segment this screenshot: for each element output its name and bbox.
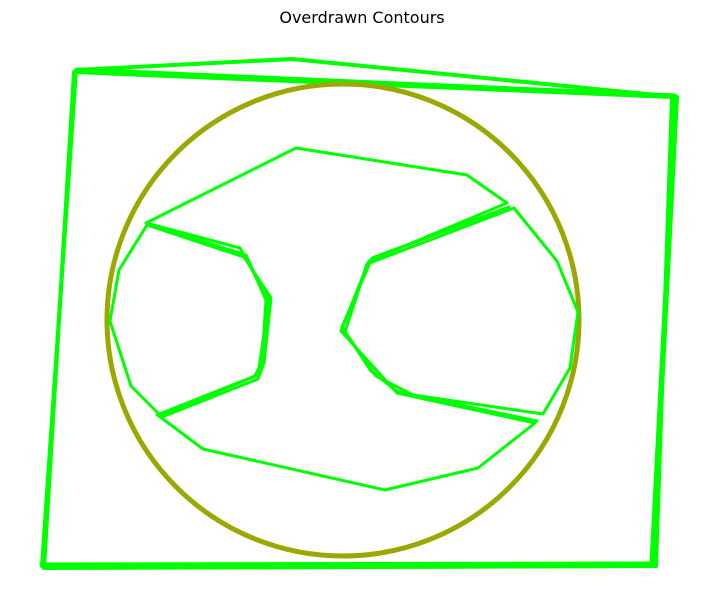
inner-contour [340, 205, 539, 423]
inner-shape-group [108, 146, 580, 492]
outer-quadrilateral-contour [39, 67, 677, 566]
outer-quadrilateral-contour [42, 70, 674, 570]
inner-contour [147, 222, 268, 417]
inner-contour [144, 146, 537, 492]
outer-quadrilateral-group [39, 57, 679, 570]
outer-quadrilateral-contour [346, 564, 655, 569]
circle-contour [104, 81, 582, 559]
outer-quadrilateral-contour [40, 57, 679, 568]
figure-title: Overdrawn Contours [279, 8, 445, 27]
inner-contour [343, 206, 580, 416]
